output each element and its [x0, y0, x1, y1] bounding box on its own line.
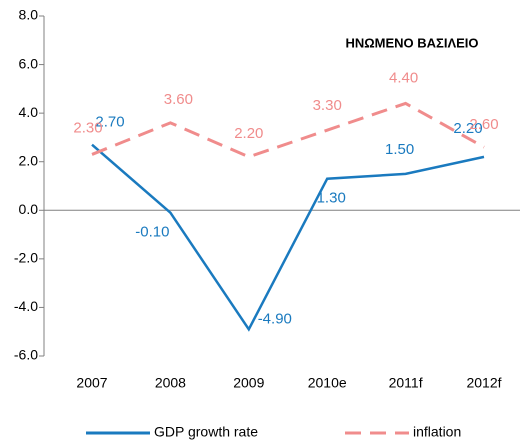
data-label: 1.30: [317, 190, 346, 207]
x-tick-label: 2007: [76, 375, 107, 391]
chart-title: ΗΝΩΜΕΝΟ ΒΑΣΙΛΕΙΟ: [345, 35, 478, 50]
y-tick-label: 6.0: [19, 55, 39, 71]
y-tick-label: -6.0: [14, 347, 38, 363]
data-label: 4.40: [389, 69, 418, 86]
data-label: 2.60: [469, 116, 498, 133]
x-tick-label: 2009: [233, 375, 264, 391]
data-label: 3.60: [164, 91, 193, 108]
y-tick-label: 0.0: [19, 201, 39, 217]
data-label: 2.30: [73, 119, 102, 136]
x-tick-label: 2012f: [466, 375, 501, 391]
data-label: 2.20: [453, 120, 482, 137]
y-tick-label: 8.0: [19, 7, 39, 23]
legend-label: GDP growth rate: [154, 424, 258, 440]
series-line: [91, 143, 485, 332]
data-label: 2.70: [95, 114, 124, 131]
x-tick-label: 2010e: [308, 375, 347, 391]
data-label: -4.90: [258, 310, 292, 327]
y-tick-label: 4.0: [19, 104, 39, 120]
legend-label: inflation: [413, 424, 461, 440]
data-label: 3.30: [313, 97, 342, 114]
x-tick-label: 2011f: [389, 375, 423, 391]
data-label: -0.10: [135, 224, 169, 241]
series-line: [91, 101, 485, 159]
y-tick-label: -4.0: [14, 298, 38, 314]
data-label: 1.50: [385, 141, 414, 158]
y-tick-label: 2.0: [19, 152, 39, 168]
y-tick-label: -2.0: [14, 250, 38, 266]
data-label: 2.20: [234, 125, 263, 142]
x-tick-label: 2008: [155, 375, 186, 391]
